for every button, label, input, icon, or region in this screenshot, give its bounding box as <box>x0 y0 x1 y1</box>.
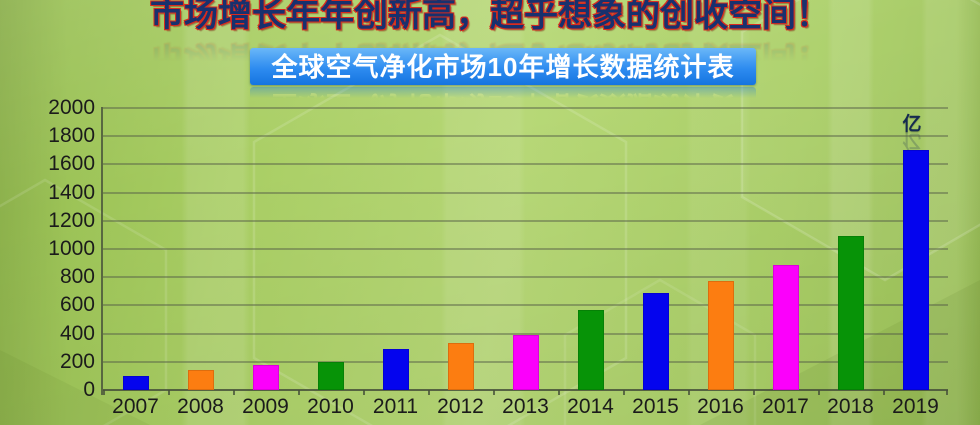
x-axis-tick <box>103 390 105 395</box>
x-axis-label-2008: 2008 <box>177 395 224 418</box>
y-axis-line <box>101 107 103 395</box>
y-axis-label-200: 200 <box>59 349 95 373</box>
bar-2009 <box>252 365 279 390</box>
x-axis-tick <box>363 390 365 395</box>
bar-chart: 0 200 400 600 800 1000 1200 1400 1600 1800 2000 200… <box>48 97 948 418</box>
gridline-2000 <box>103 107 948 109</box>
bar-2010 <box>317 362 344 390</box>
gridline-1800 <box>103 135 948 137</box>
x-axis-label-2010: 2010 <box>307 395 354 418</box>
y-axis-label-1000: 1000 <box>48 237 95 260</box>
x-axis-label-2014: 2014 <box>567 395 614 418</box>
y-axis-label-0: 0 <box>83 378 95 401</box>
x-axis-label-2011: 2011 <box>372 395 419 418</box>
gridline-400 <box>103 333 948 335</box>
bar-2007 <box>122 376 149 390</box>
bar-2012 <box>447 343 474 390</box>
y-axis-label-1600: 1600 <box>48 152 95 176</box>
gridline-1000 <box>103 248 948 250</box>
y-axis-label-1800: 1800 <box>48 124 95 148</box>
chart-title-banner: 全球空气净化市场10年增长数据统计表 <box>250 48 756 85</box>
bar-2015 <box>642 293 669 390</box>
x-axis-tick <box>688 390 690 395</box>
x-axis-label-2015: 2015 <box>632 395 679 418</box>
x-axis-tick <box>493 390 495 395</box>
x-axis-tick <box>298 390 300 395</box>
y-axis-label-400: 400 <box>59 321 95 345</box>
x-axis-label-2009: 2009 <box>242 395 289 418</box>
x-axis-label-2019: 2019 <box>892 395 939 418</box>
x-axis-tick <box>946 390 948 395</box>
x-axis-tick <box>428 390 430 395</box>
y-axis-label-1200: 1200 <box>48 208 95 232</box>
x-axis-line <box>103 389 948 391</box>
x-axis-tick <box>168 390 170 395</box>
x-axis-label-2018: 2018 <box>827 395 874 418</box>
x-axis-label-2012: 2012 <box>437 395 484 418</box>
bar-2019 <box>902 150 929 390</box>
bar-2008 <box>187 370 214 390</box>
bar-2018 <box>837 236 864 390</box>
y-axis-label-2000: 2000 <box>48 96 95 119</box>
page-title: 市场增长年年创新高，超乎想象的创收空间！ <box>150 0 830 34</box>
x-axis-label-2007: 2007 <box>112 395 159 418</box>
bar-2017 <box>772 265 799 390</box>
unit-label: 亿 <box>902 114 922 135</box>
gridline-600 <box>103 304 948 306</box>
y-axis-label-800: 800 <box>59 265 95 289</box>
x-axis-tick <box>233 390 235 395</box>
gridline-1400 <box>103 192 948 194</box>
x-axis-label-2016: 2016 <box>697 395 744 418</box>
x-axis-tick <box>558 390 560 395</box>
bar-2011 <box>382 349 409 390</box>
x-axis-tick <box>753 390 755 395</box>
x-axis-label-2017: 2017 <box>762 395 809 418</box>
bar-2013 <box>512 335 539 390</box>
x-axis-tick <box>883 390 885 395</box>
y-axis-label-1400: 1400 <box>48 180 95 204</box>
gridline-1200 <box>103 220 948 222</box>
bar-2016 <box>707 281 734 390</box>
bar-2014 <box>577 310 604 390</box>
x-axis-tick <box>818 390 820 395</box>
x-axis-tick <box>623 390 625 395</box>
y-axis-label-600: 600 <box>59 293 95 317</box>
gridline-1600 <box>103 163 948 165</box>
x-axis-label-2013: 2013 <box>502 395 549 418</box>
gridline-800 <box>103 276 948 278</box>
